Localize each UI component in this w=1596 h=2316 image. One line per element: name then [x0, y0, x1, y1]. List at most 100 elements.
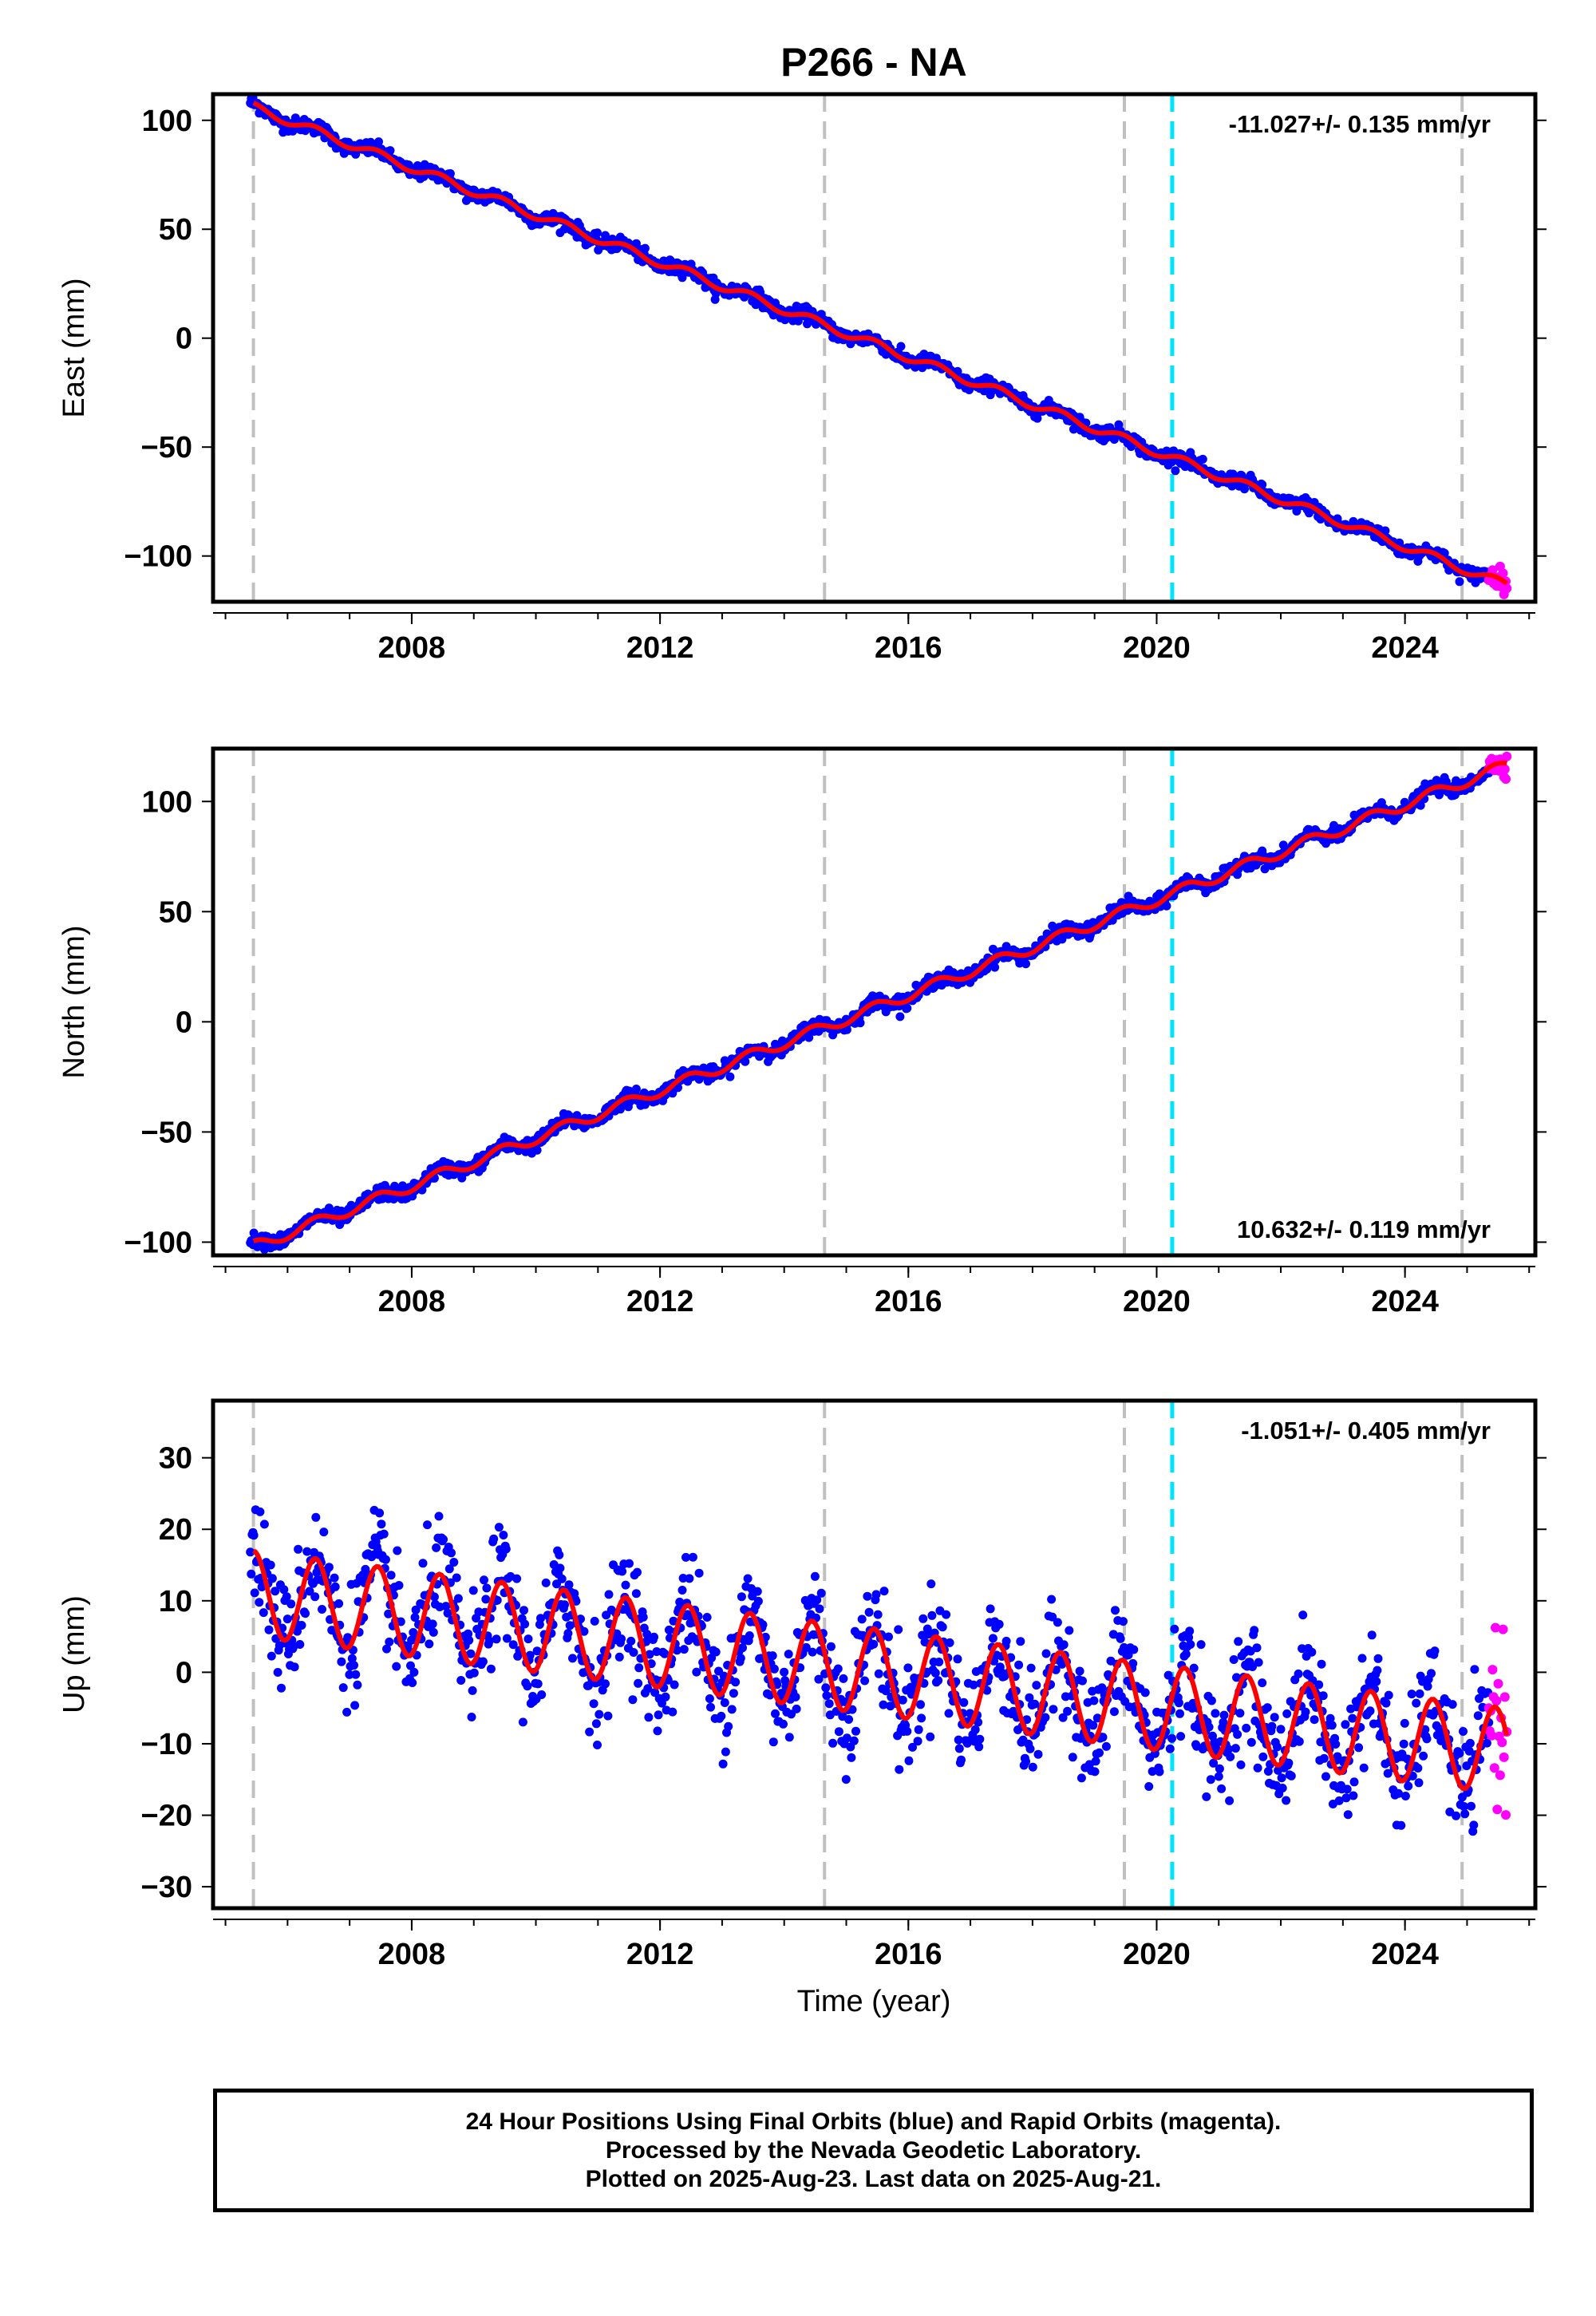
y-tick-label: 10 — [159, 1585, 192, 1618]
data-point — [638, 1612, 648, 1622]
data-point — [1294, 1737, 1304, 1746]
data-point — [1025, 1744, 1035, 1753]
data-point — [864, 1607, 874, 1617]
data-point — [1198, 454, 1207, 464]
data-point — [791, 1692, 800, 1701]
data-point — [851, 1726, 860, 1736]
data-point — [1455, 1749, 1464, 1758]
data-point — [780, 1667, 789, 1677]
x-tick-label: 2020 — [1123, 631, 1191, 665]
data-point — [974, 1717, 983, 1727]
data-point — [1078, 1676, 1087, 1686]
data-point — [1381, 526, 1390, 536]
data-point — [501, 1544, 511, 1554]
x-tick-label: 2020 — [1123, 1285, 1191, 1318]
y-tick-label: 50 — [159, 213, 192, 247]
data-point — [444, 1564, 454, 1574]
data-point — [1310, 1715, 1319, 1725]
data-point — [1048, 1612, 1057, 1622]
data-point — [1181, 1650, 1191, 1659]
data-point — [279, 1585, 289, 1595]
data-point — [1248, 1662, 1257, 1671]
data-point — [259, 1608, 268, 1618]
data-point — [721, 1747, 730, 1757]
data-point — [286, 1599, 296, 1609]
data-point — [670, 1680, 679, 1690]
data-point — [1422, 1734, 1432, 1744]
data-point — [741, 1057, 750, 1066]
data-point — [523, 1682, 532, 1691]
data-point — [601, 1679, 610, 1689]
data-point — [1412, 1698, 1421, 1708]
data-point — [1319, 1753, 1329, 1763]
data-point — [1140, 1688, 1150, 1697]
data-point — [745, 1631, 754, 1640]
data-point — [1327, 1721, 1337, 1730]
caption-box: 24 Hour Positions Using Final Orbits (bl… — [213, 2089, 1534, 2212]
data-point — [650, 1632, 658, 1642]
data-point — [642, 1630, 652, 1639]
data-point — [917, 1713, 926, 1723]
data-point — [1384, 1690, 1393, 1700]
data-point — [1260, 864, 1270, 874]
data-point — [1263, 1767, 1273, 1776]
data-point — [814, 1674, 824, 1684]
y-tick-label: 100 — [142, 105, 192, 138]
data-point — [443, 1608, 452, 1618]
data-point — [1184, 1633, 1194, 1642]
model-fit-line — [252, 760, 1507, 1244]
data-point — [653, 1726, 662, 1736]
data-point — [678, 1574, 688, 1583]
data-point — [1219, 1710, 1229, 1720]
data-point — [1331, 1740, 1341, 1749]
data-point — [1174, 1698, 1183, 1708]
data-point — [319, 1528, 329, 1537]
data-point — [330, 1573, 339, 1583]
data-point — [409, 1667, 419, 1677]
data-point — [246, 1547, 255, 1557]
data-point — [1403, 1754, 1412, 1764]
data-point — [994, 1619, 1004, 1629]
data-point — [944, 1709, 954, 1718]
data-point — [453, 1594, 463, 1603]
x-tick-label: 2008 — [378, 1938, 446, 1971]
data-point — [361, 1564, 370, 1574]
data-point — [1372, 1677, 1381, 1686]
data-point — [753, 1596, 763, 1606]
rapid-point — [1499, 1692, 1510, 1702]
data-point — [1059, 1640, 1069, 1650]
data-point — [1460, 1802, 1469, 1811]
data-point — [382, 1644, 391, 1654]
data-point — [1246, 1737, 1256, 1747]
y-tick-label: 0 — [176, 1006, 192, 1039]
data-point — [429, 1627, 438, 1637]
data-point — [945, 1638, 954, 1647]
data-point — [555, 1563, 565, 1573]
data-point — [375, 1508, 385, 1518]
data-point — [873, 1610, 883, 1619]
data-point — [938, 1622, 947, 1632]
data-point — [1282, 1709, 1292, 1718]
plot-area — [246, 749, 1512, 1255]
data-point — [568, 1654, 577, 1663]
data-point — [711, 1647, 721, 1657]
data-point — [1234, 1637, 1243, 1646]
y-tick-label: 50 — [159, 895, 192, 929]
data-point — [1209, 1758, 1219, 1768]
data-point — [492, 1634, 501, 1644]
data-point — [1316, 1737, 1325, 1747]
data-point — [634, 1678, 643, 1688]
data-point — [1314, 1680, 1324, 1690]
data-point — [425, 1639, 434, 1649]
data-point — [1175, 1709, 1184, 1718]
data-point — [1482, 1738, 1491, 1748]
rapid-point — [1487, 1665, 1498, 1675]
data-point — [1025, 1693, 1034, 1702]
data-point — [1459, 1727, 1468, 1736]
data-point — [847, 1753, 856, 1762]
data-point — [555, 1550, 564, 1559]
data-point — [1333, 514, 1342, 524]
data-point — [839, 1674, 848, 1683]
data-point — [631, 1085, 641, 1093]
data-point — [758, 1620, 768, 1630]
